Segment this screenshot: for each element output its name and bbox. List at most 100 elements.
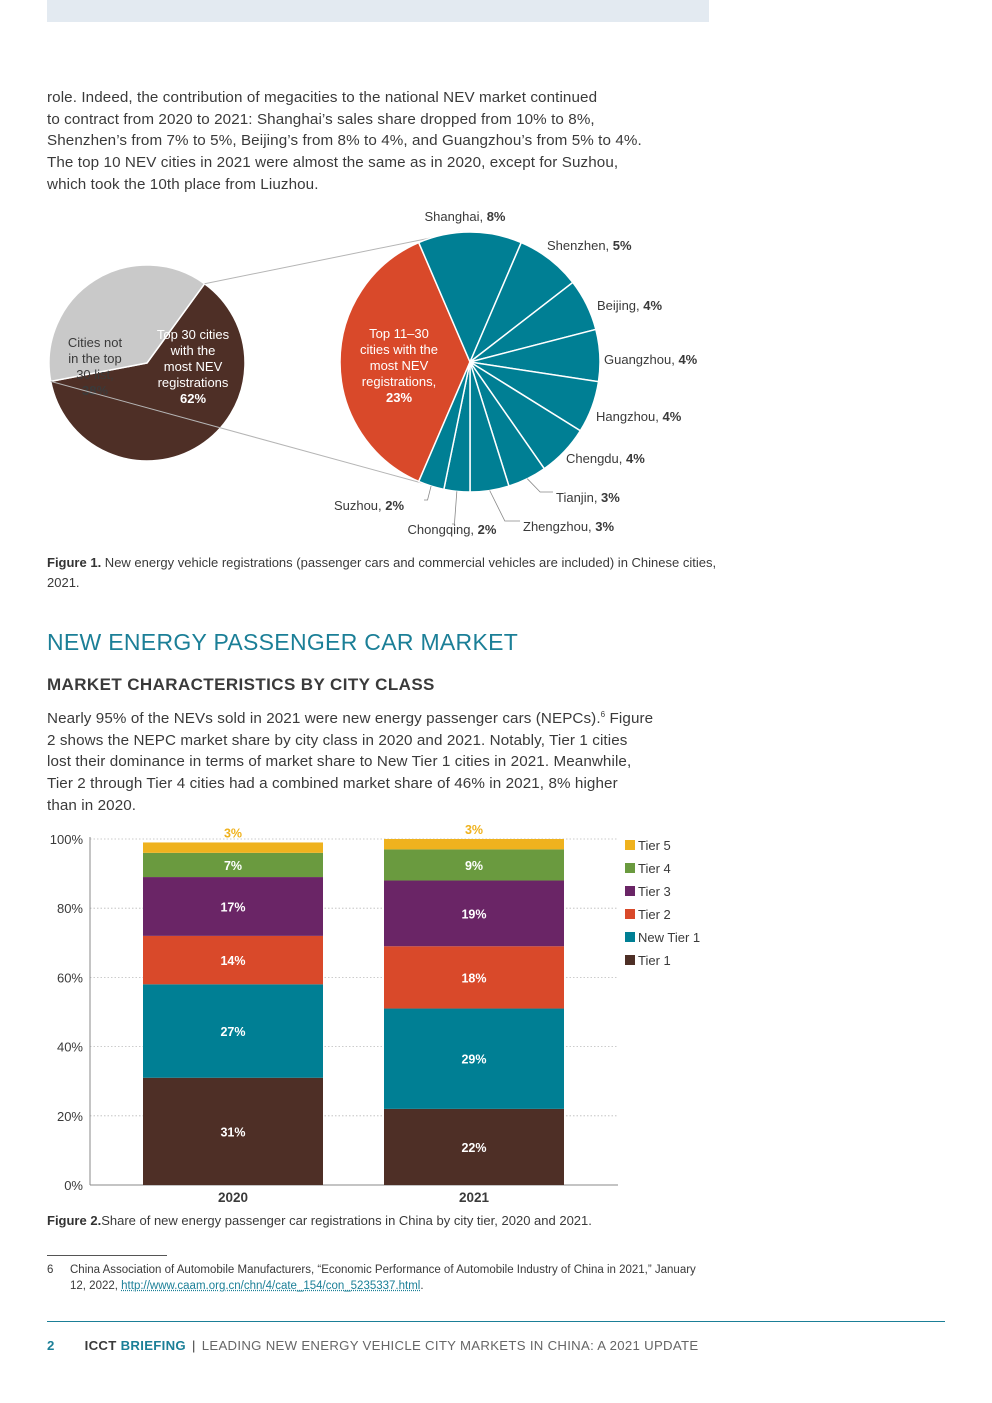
legend-label: Tier 5 — [638, 838, 671, 853]
bar-segment-tier-5 — [143, 842, 323, 853]
pie-slice-not-top30 — [48, 264, 206, 383]
city-name: Chongqing, — [408, 522, 478, 537]
city-value: 8% — [487, 209, 506, 224]
intro-paragraph: role. Indeed, the contribution of megaci… — [47, 87, 712, 196]
legend-label: Tier 2 — [638, 907, 671, 922]
bar-value-label: 7% — [224, 859, 242, 873]
bar-segment-tier-2 — [143, 935, 323, 985]
pie-slice-shanghai — [417, 231, 523, 364]
top-shaded-band — [47, 0, 709, 22]
body-paragraph: Nearly 95% of the NEVs sold in 2021 were… — [47, 704, 712, 817]
bar-segment-tier-5 — [384, 839, 564, 850]
city-label: Suzhou, 2% — [334, 498, 405, 513]
x-tick-label: 2020 — [218, 1190, 248, 1205]
y-tick-label: 0% — [64, 1178, 83, 1193]
slice-label: registrations — [158, 375, 229, 390]
city-value: 4% — [643, 298, 662, 313]
figure1-caption: Figure 1. New energy vehicle registratio… — [47, 553, 717, 593]
figure2-stacked-bar-chart: 0% 20% 40% 60% 80% 100% 31% 27% 14% 17% 7% 3% 2020 22… — [50, 823, 700, 1205]
footer-divider — [47, 1321, 945, 1322]
bar-segment-tier-1 — [143, 1077, 323, 1185]
y-tick-label: 40% — [57, 1040, 83, 1055]
city-value: 2% — [478, 522, 497, 537]
city-value: 4% — [626, 451, 645, 466]
slice-label: Cities not — [68, 335, 123, 350]
city-value: 4% — [663, 409, 682, 424]
y-tick-label: 20% — [57, 1109, 83, 1124]
city-label: Guangzhou, 4% — [604, 352, 698, 367]
city-label: Hangzhou, 4% — [596, 409, 682, 424]
bar-segment-tier-2 — [384, 946, 564, 1009]
connector-line — [50, 380, 441, 489]
figure2-caption-text: Share of new energy passenger car regist… — [101, 1213, 592, 1228]
y-tick-label: 60% — [57, 970, 83, 985]
city-name: Chengdu, — [566, 451, 626, 466]
bar-value-label: 31% — [220, 1125, 245, 1139]
text-line: The top 10 NEV cities in 2021 were almos… — [47, 154, 619, 172]
city-name: Guangzhou, — [604, 352, 678, 367]
slice-label: most NEV — [370, 358, 429, 373]
leader-line — [489, 490, 520, 522]
text-line: to contract from 2020 to 2021: Shanghai’… — [47, 110, 595, 128]
city-label: Shenzhen, 5% — [547, 238, 632, 253]
legend-label: Tier 1 — [638, 953, 671, 968]
slice-value-label: 23% — [386, 390, 412, 405]
x-tick-label: 2021 — [459, 1190, 490, 1205]
city-label: Beijing, 4% — [597, 298, 662, 313]
text-line: role. Indeed, the contribution of megaci… — [47, 89, 598, 106]
bar-value-label: 17% — [220, 900, 245, 914]
leader-line — [526, 478, 553, 493]
city-label: Tianjin, 3% — [556, 490, 620, 505]
subsection-heading: MARKET CHARACTERISTICS BY CITY CLASS — [47, 675, 435, 694]
city-value: 4% — [678, 352, 697, 367]
legend-label: Tier 4 — [638, 861, 671, 876]
page-footer: 2 ICCT BRIEFING | LEADING NEW ENERGY VEHICL… — [47, 1338, 698, 1353]
city-name: Suzhou, — [334, 498, 385, 513]
city-label: Chongqing, 2% — [408, 522, 497, 537]
connector-line — [204, 231, 461, 285]
pie-slice-top30 — [49, 282, 246, 462]
city-name: Zhengzhou, — [523, 519, 595, 534]
leader-line — [452, 491, 458, 525]
legend-swatch — [625, 863, 635, 873]
slice-label: Top 30 cities — [157, 327, 230, 342]
city-value: 3% — [595, 519, 614, 534]
legend-swatch — [625, 932, 635, 942]
slice-label: with the — [170, 343, 216, 358]
bar-segment-tier-4 — [384, 849, 564, 881]
slice-label: 30 list, — [76, 367, 114, 382]
footnote-ref[interactable]: 6 — [600, 710, 606, 719]
bar-value-label: 3% — [465, 823, 483, 837]
bar-segment-new-tier-1 — [384, 1008, 564, 1109]
footnote-link[interactable]: http://www.caam.org.cn/chn/4/cate_154/co… — [121, 1280, 421, 1292]
city-name: Beijing, — [597, 298, 643, 313]
text-line: Shenzhen’s from 7% to 5%, Beijing’s from… — [47, 132, 642, 150]
figure2-caption: Figure 2.Share of new energy passenger c… — [47, 1211, 717, 1231]
y-tick-label: 80% — [57, 901, 83, 916]
bar-segment-tier-1 — [384, 1108, 564, 1185]
city-name: Hangzhou, — [596, 409, 663, 424]
city-label: Zhengzhou, 3% — [523, 519, 615, 534]
footer-briefing: BRIEFING — [120, 1338, 186, 1353]
city-value: 3% — [601, 490, 620, 505]
bar-value-label: 22% — [461, 1141, 486, 1155]
text-line: than in 2020. — [47, 796, 137, 814]
bar-value-label: 9% — [465, 859, 483, 873]
city-name: Tianjin, — [556, 490, 601, 505]
slice-value-label: 38% — [82, 383, 108, 398]
text-line: Nearly 95% of the NEVs sold in 2021 were… — [47, 710, 654, 728]
bar-value-label: 3% — [224, 826, 242, 840]
slice-label: Top 11–30 — [369, 326, 429, 341]
bar-value-label: 19% — [461, 907, 486, 921]
text-line: lost their dominance in terms of market … — [47, 753, 632, 771]
bar-segment-tier-3 — [384, 880, 564, 947]
legend-swatch — [625, 840, 635, 850]
bar-value-label: 14% — [220, 954, 245, 968]
text-line: Tier 2 through Tier 4 cities had a combi… — [47, 775, 618, 793]
city-name: Shanghai, — [425, 209, 487, 224]
legend-swatch — [625, 955, 635, 965]
city-label: Shanghai, 8% — [425, 209, 506, 224]
bar-value-label: 27% — [220, 1025, 245, 1039]
bar-segment-tier-3 — [143, 877, 323, 936]
